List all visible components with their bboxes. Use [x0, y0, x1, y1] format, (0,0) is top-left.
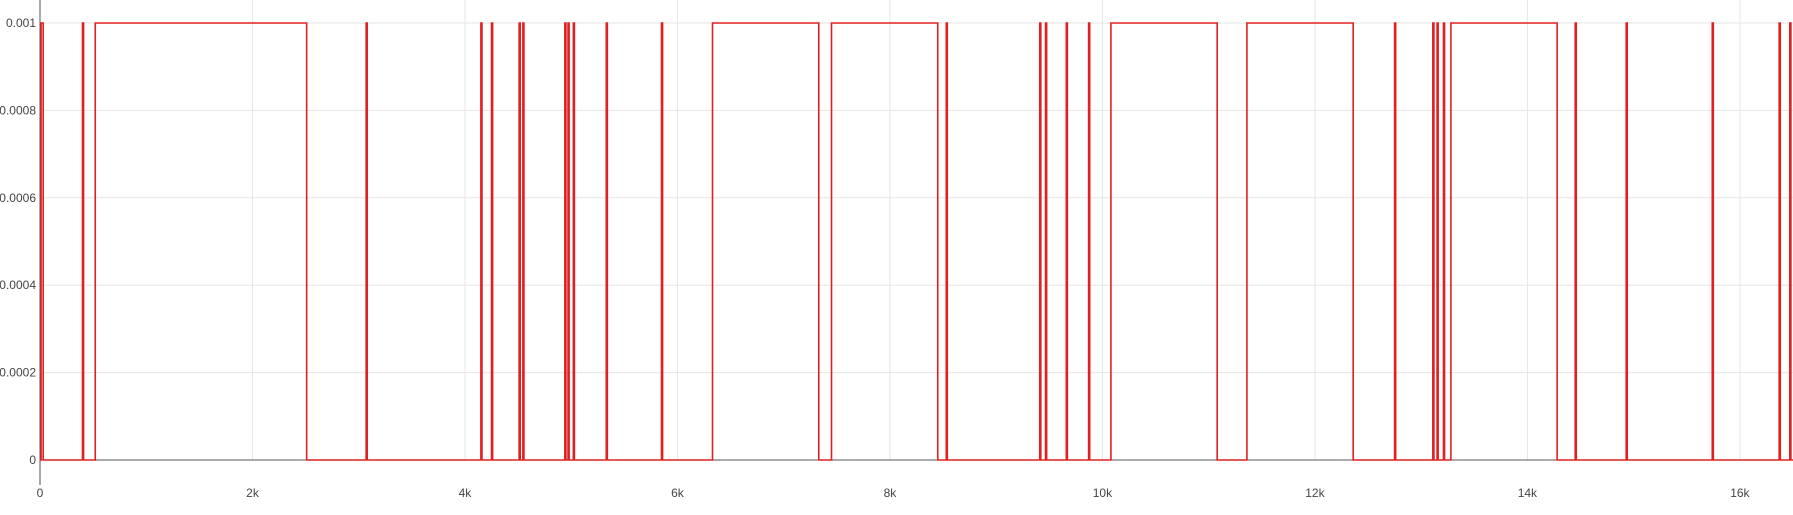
y-tick-label: 0.0006 [0, 191, 36, 205]
x-tick-label: 6k [671, 486, 685, 500]
series-layer [40, 22, 1793, 461]
x-tick-label: 14k [1518, 486, 1538, 500]
x-tick-label: 8k [884, 486, 898, 500]
x-tick-label: 12k [1305, 486, 1325, 500]
x-tick-label: 0 [37, 486, 44, 500]
grid-lines [40, 0, 1793, 460]
y-tick-label: 0.001 [6, 16, 36, 30]
x-tick-label: 4k [459, 486, 473, 500]
tick-labels: 0 2k 4k 6k 8k 10k 12k 14k 16k 0 0.0002 0.0004 0.0006… [0, 16, 1751, 500]
x-tick-label: 2k [246, 486, 260, 500]
y-tick-label: 0.0002 [0, 366, 36, 380]
axes [39, 0, 1793, 485]
x-tick-label: 16k [1730, 486, 1750, 500]
series-line [40, 22, 1793, 461]
x-tick-label: 10k [1093, 486, 1113, 500]
y-tick-label: 0.0008 [0, 103, 36, 117]
y-tick-label: 0 [29, 453, 36, 467]
y-tick-label: 0.0004 [0, 278, 36, 292]
